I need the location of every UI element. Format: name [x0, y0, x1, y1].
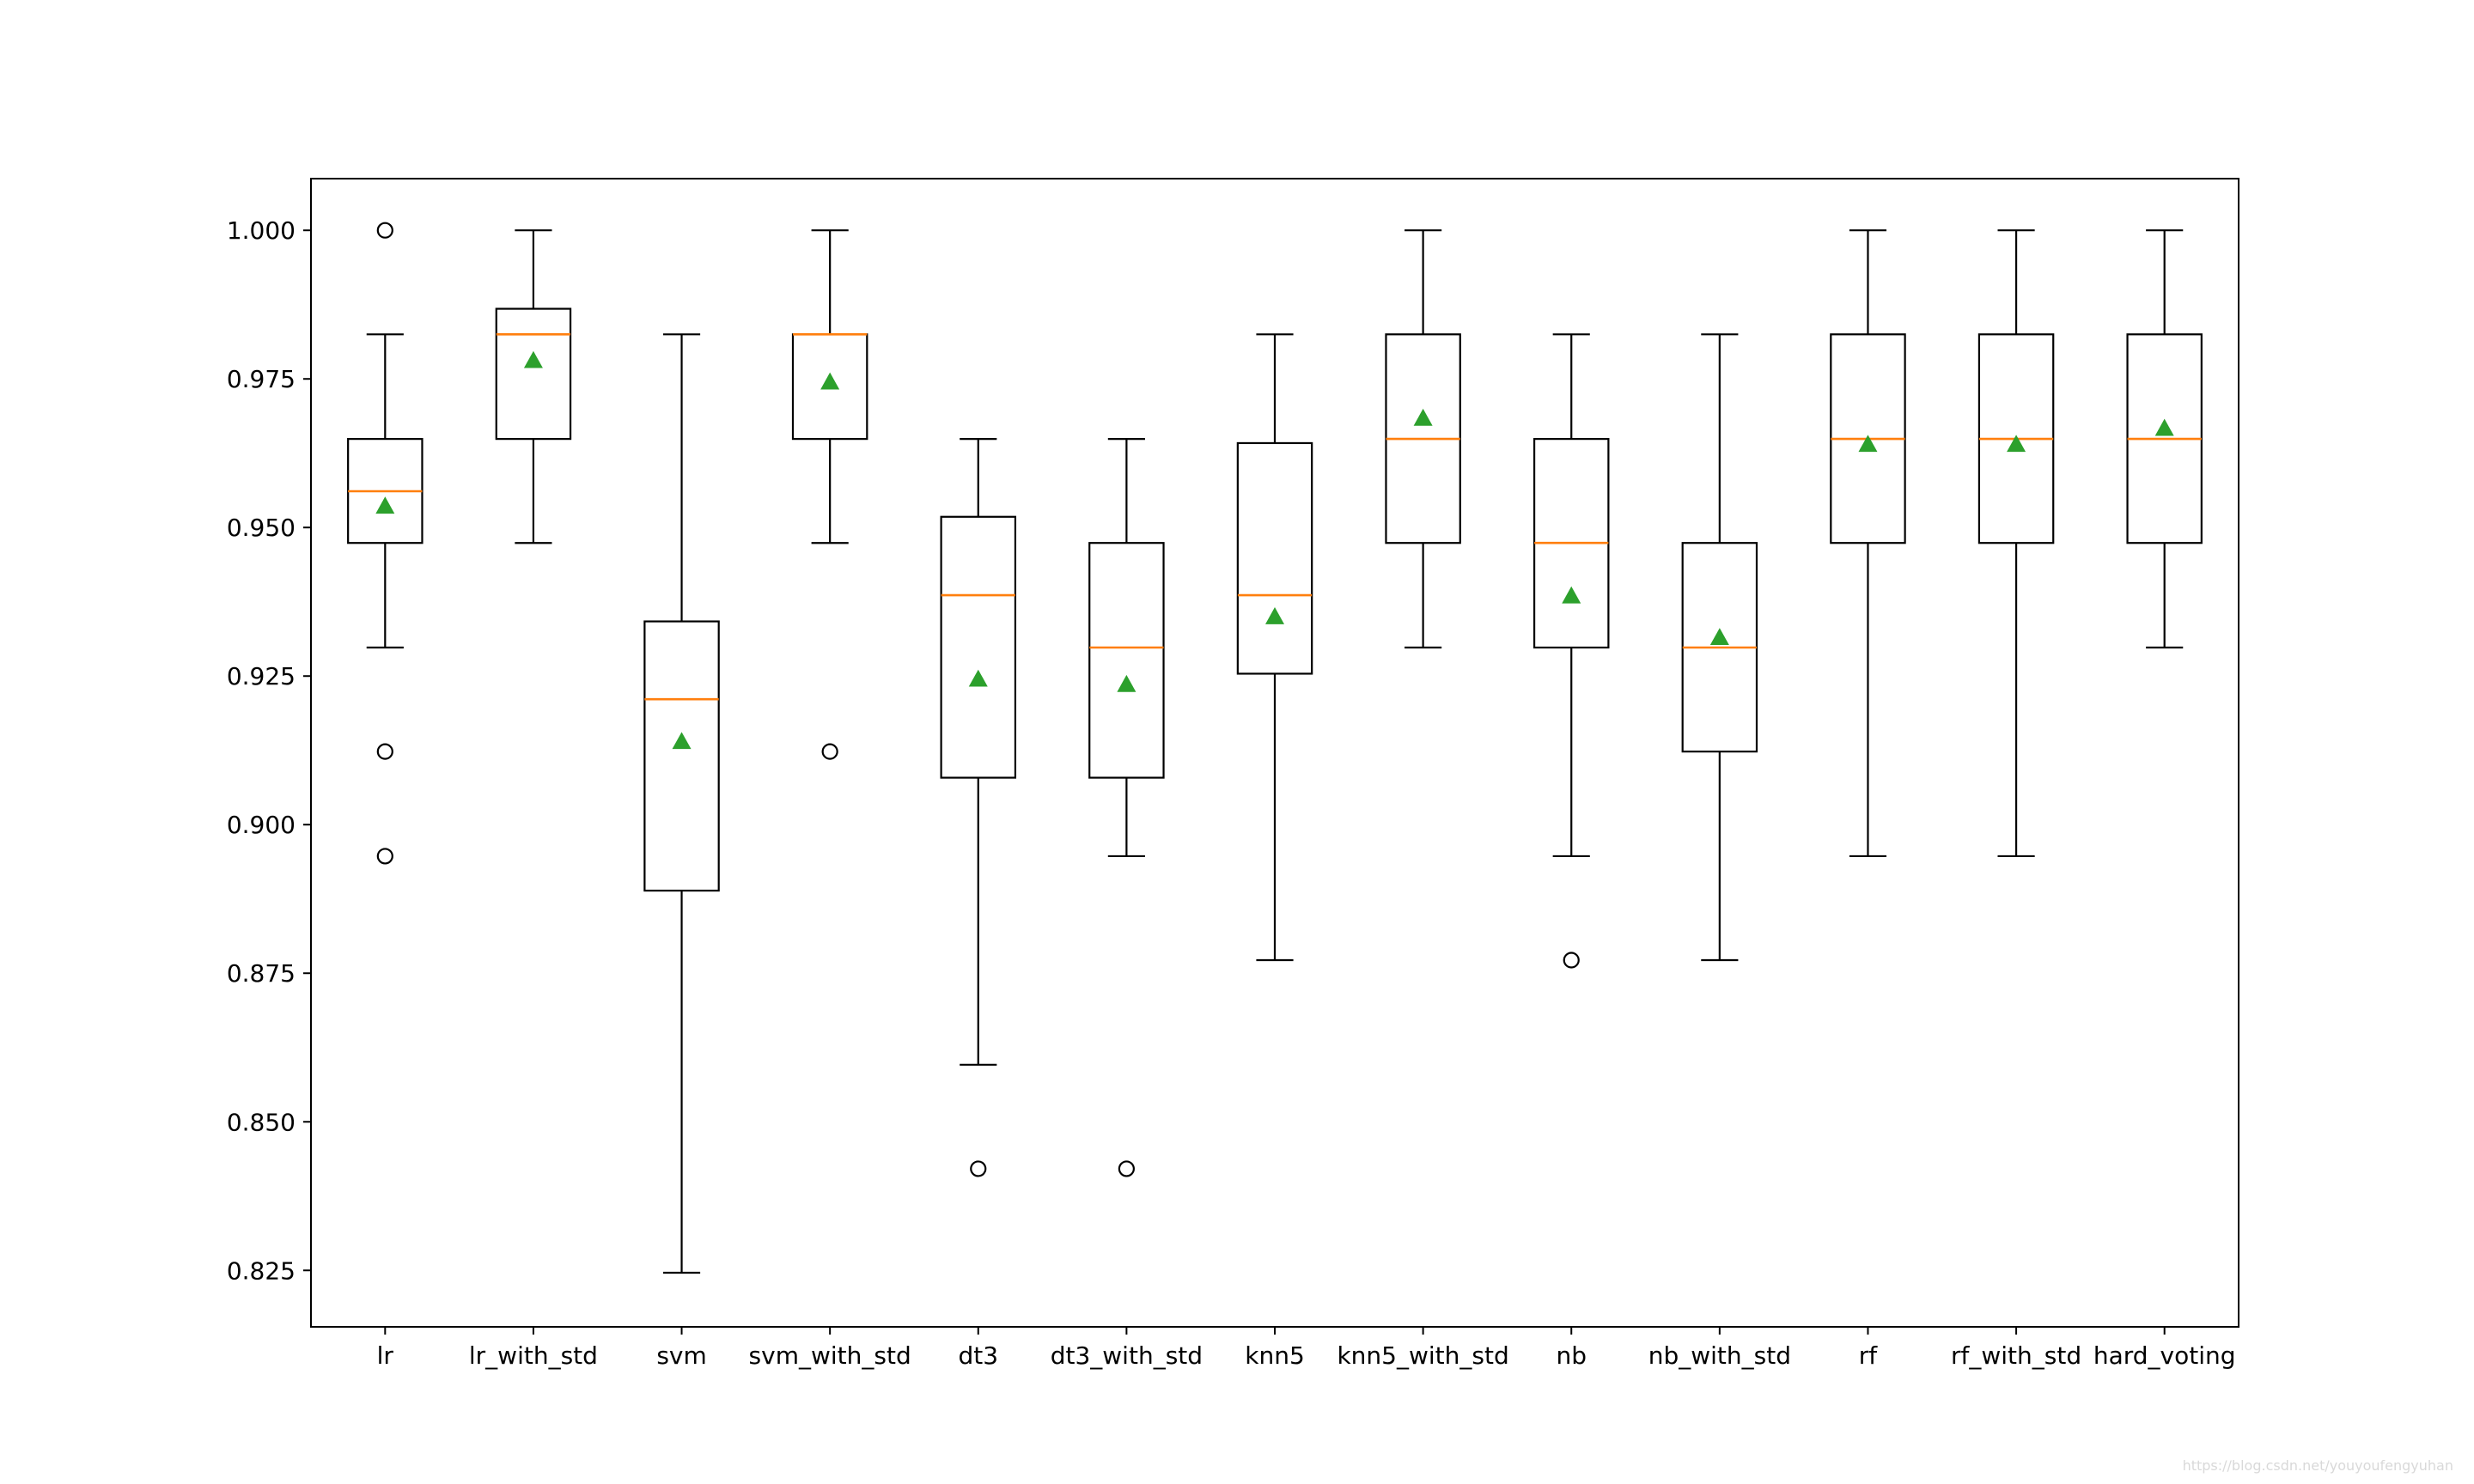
y-tick-label: 0.925	[227, 662, 296, 690]
x-tick-label: nb_with_std	[1648, 1341, 1791, 1370]
x-tick-label: dt3	[958, 1341, 998, 1370]
x-tick-label: svm	[656, 1341, 706, 1370]
box-knn5	[1236, 333, 1313, 962]
box-dt3_with_std	[1088, 438, 1165, 1177]
outlier-point	[376, 222, 393, 239]
mean-marker	[1117, 674, 1136, 692]
mean-marker	[968, 669, 988, 687]
x-tick-label: lr_with_std	[469, 1341, 598, 1370]
box-body	[1236, 441, 1313, 675]
box-svm_with_std	[791, 229, 868, 760]
outlier-point	[970, 1160, 987, 1177]
x-tick-label: knn5_with_std	[1337, 1341, 1508, 1370]
x-tick-label: knn5	[1245, 1341, 1305, 1370]
mean-marker	[1562, 586, 1581, 604]
mean-marker	[1413, 408, 1433, 426]
box-nb_with_std	[1681, 333, 1758, 962]
mean-marker	[2007, 435, 2026, 453]
y-tick-label: 0.900	[227, 811, 296, 839]
mean-marker	[1265, 607, 1284, 624]
y-tick-label: 0.850	[227, 1108, 296, 1136]
x-tick-label: nb	[1556, 1341, 1587, 1370]
y-tick-label: 0.825	[227, 1256, 296, 1285]
y-tick-label: 0.975	[227, 365, 296, 393]
box-dt3	[940, 438, 1017, 1177]
outlier-point	[1118, 1160, 1135, 1177]
box-lr_with_std	[495, 229, 572, 544]
x-tick-label: hard_voting	[2093, 1341, 2236, 1370]
y-tick-label: 1.000	[227, 216, 296, 245]
box-body	[1088, 542, 1165, 779]
box-hard_voting	[2126, 229, 2203, 649]
y-tick-label: 0.875	[227, 959, 296, 988]
outlier-point	[821, 743, 838, 760]
box-svm	[643, 333, 720, 1274]
box-knn5_with_std	[1385, 229, 1461, 649]
x-axis: lr lr_with_std svm svm_with_std dt3 dt3_with_…	[377, 1327, 2236, 1370]
plot-marks	[347, 222, 2203, 1274]
box-rf_with_std	[1977, 229, 2055, 858]
mean-marker	[375, 496, 395, 514]
box-body	[940, 515, 1017, 779]
mean-marker	[672, 732, 692, 750]
watermark: https://blog.csdn.net/youyoufengyuhan	[2182, 1457, 2453, 1474]
y-axis: 0.825 0.850 0.875 0.900 0.925 0.950 0.975 1.000	[227, 216, 311, 1285]
x-tick-label: dt3_with_std	[1051, 1341, 1203, 1370]
x-tick-label: svm_with_std	[749, 1341, 911, 1370]
box-nb	[1533, 333, 1610, 969]
outlier-point	[1563, 952, 1580, 969]
mean-marker	[1709, 628, 1729, 646]
box-body	[643, 620, 720, 892]
outlier-point	[376, 848, 393, 865]
mean-marker	[1858, 435, 1878, 453]
x-tick-label: rf	[1859, 1341, 1879, 1370]
x-tick-label: rf_with_std	[1951, 1341, 2081, 1370]
box-body	[495, 307, 572, 441]
box-lr	[347, 222, 424, 865]
mean-marker	[2154, 418, 2174, 436]
outlier-point	[376, 743, 393, 760]
box-rf	[1830, 229, 1906, 858]
mean-marker	[523, 350, 543, 368]
y-tick-label: 0.950	[227, 514, 296, 542]
mean-marker	[820, 372, 840, 390]
x-tick-label: lr	[377, 1341, 394, 1370]
